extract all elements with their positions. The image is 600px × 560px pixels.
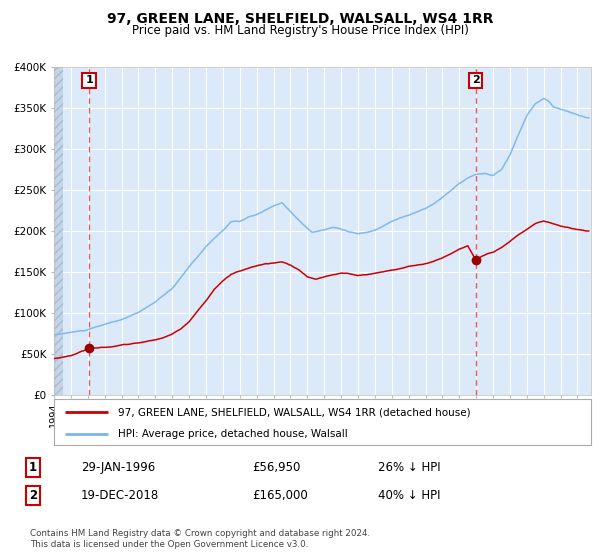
Text: 26% ↓ HPI: 26% ↓ HPI — [378, 461, 440, 474]
Text: Price paid vs. HM Land Registry's House Price Index (HPI): Price paid vs. HM Land Registry's House … — [131, 24, 469, 36]
Text: 97, GREEN LANE, SHELFIELD, WALSALL, WS4 1RR (detached house): 97, GREEN LANE, SHELFIELD, WALSALL, WS4 … — [118, 407, 471, 417]
Text: Contains HM Land Registry data © Crown copyright and database right 2024.
This d: Contains HM Land Registry data © Crown c… — [30, 529, 370, 549]
Text: 2: 2 — [472, 76, 479, 85]
Text: HPI: Average price, detached house, Walsall: HPI: Average price, detached house, Wals… — [118, 429, 348, 438]
Text: 19-DEC-2018: 19-DEC-2018 — [81, 489, 159, 502]
Text: 97, GREEN LANE, SHELFIELD, WALSALL, WS4 1RR: 97, GREEN LANE, SHELFIELD, WALSALL, WS4 … — [107, 12, 493, 26]
Bar — [54, 67, 63, 395]
Text: 1: 1 — [85, 76, 93, 85]
Text: 40% ↓ HPI: 40% ↓ HPI — [378, 489, 440, 502]
Text: 29-JAN-1996: 29-JAN-1996 — [81, 461, 155, 474]
Text: £165,000: £165,000 — [252, 489, 308, 502]
Text: 1: 1 — [29, 461, 37, 474]
Text: 2: 2 — [29, 489, 37, 502]
Text: £56,950: £56,950 — [252, 461, 301, 474]
